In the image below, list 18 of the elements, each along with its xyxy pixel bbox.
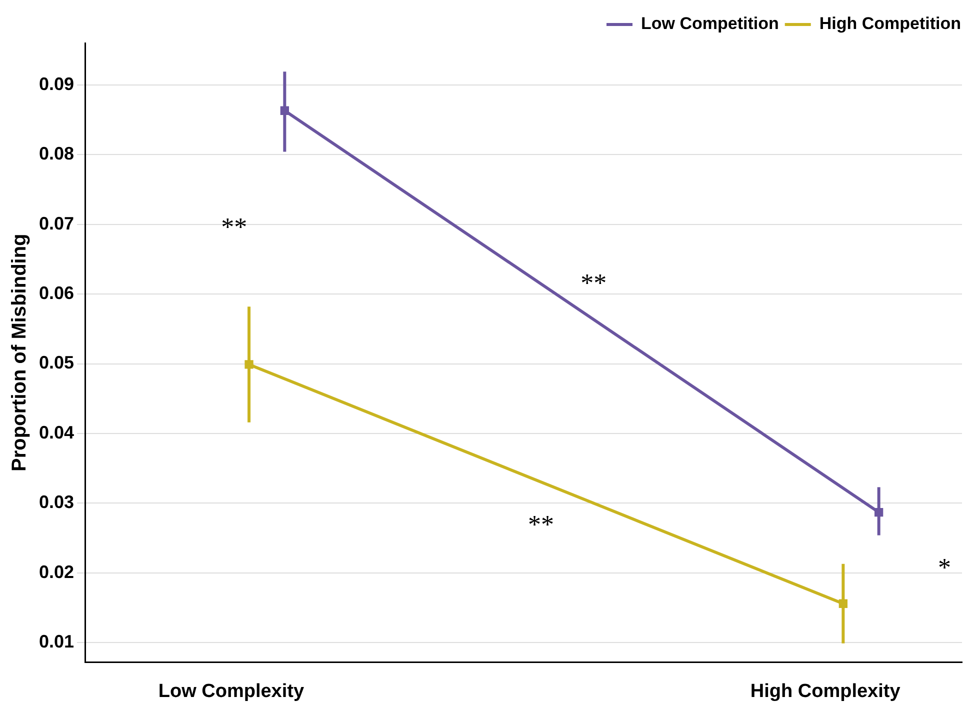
y-tick-label: 0.07 (38, 213, 74, 234)
legend-label: Low Competition (640, 14, 779, 34)
y-tick-label: 0.04 (38, 422, 74, 442)
y-tick-label: 0.02 (38, 562, 74, 582)
x-tick-label: High Complexity (750, 680, 901, 702)
y-tick-label: 0.09 (38, 74, 74, 94)
y-tick-label: 0.06 (38, 282, 74, 303)
annotation: ** (528, 510, 554, 539)
y-axis-title: Proportion of Misbinding (8, 234, 31, 472)
annotation: ** (580, 268, 607, 298)
y-tick-label: 0.08 (38, 144, 74, 164)
y-tick-label: 0.01 (38, 632, 74, 652)
legend-label: High Competition (819, 14, 962, 34)
annotation: * (938, 553, 951, 582)
y-tick-label: 0.03 (38, 492, 74, 512)
y-tick-label: 0.05 (38, 352, 74, 373)
x-tick-label: Low Complexity (158, 680, 304, 702)
annotation: ** (221, 212, 248, 242)
